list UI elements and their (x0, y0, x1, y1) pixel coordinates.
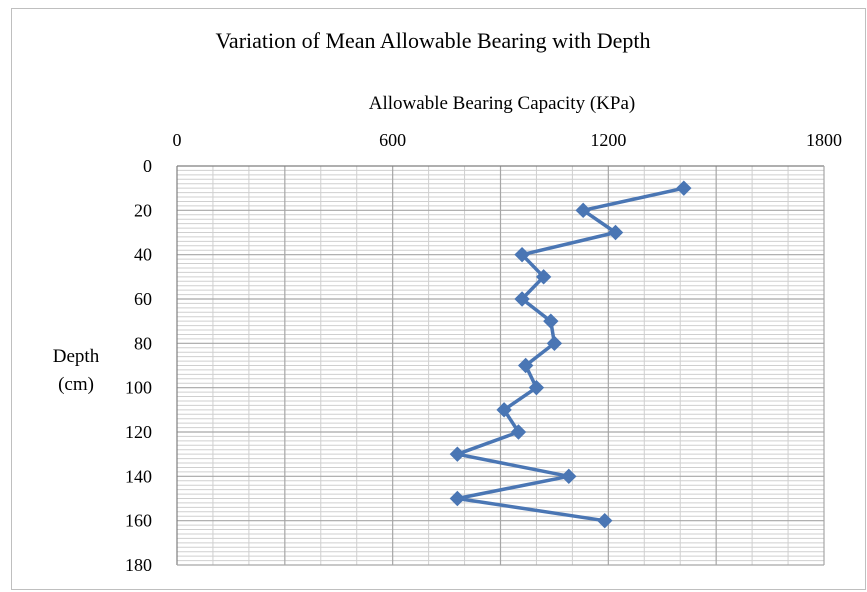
data-point-marker (528, 379, 545, 396)
y-axis-label-line2: (cm) (58, 374, 94, 395)
x-tick-label: 1800 (806, 130, 842, 150)
y-tick-label: 40 (134, 245, 152, 265)
data-point-marker (517, 357, 534, 374)
y-tick-label: 180 (125, 555, 152, 575)
y-tick-label: 100 (125, 378, 152, 398)
data-point-marker (561, 468, 577, 485)
y-tick-label: 160 (125, 511, 152, 531)
y-tick-label: 20 (134, 200, 152, 220)
x-tick-label: 0 (173, 130, 182, 150)
series-layer (449, 180, 692, 529)
chart-title: Variation of Mean Allowable Bearing with… (215, 28, 650, 53)
data-point-marker (449, 446, 466, 462)
y-tick-label: 60 (134, 289, 152, 309)
y-tick-label: 80 (134, 333, 152, 353)
x-tick-label: 1200 (590, 130, 626, 150)
data-point-marker (543, 313, 559, 329)
x-tick-label: 600 (379, 130, 406, 150)
data-point-marker (546, 335, 563, 352)
chart-frame (11, 8, 866, 590)
data-point-marker (510, 424, 527, 440)
data-point-marker (575, 202, 591, 219)
data-point-marker (496, 402, 512, 418)
x-axis-label: Allowable Bearing Capacity (KPa) (369, 93, 635, 114)
data-point-marker (514, 291, 530, 307)
data-point-marker (676, 180, 692, 196)
y-tick-label: 0 (143, 156, 152, 176)
series-line (455, 186, 685, 523)
grid-layer (176, 165, 825, 566)
data-point-marker (597, 512, 613, 529)
y-tick-label: 140 (125, 466, 152, 486)
data-point-marker (535, 269, 552, 285)
y-axis-label-line1: Depth (53, 346, 100, 367)
tick-labels: 0 600 1200 1800 0 20 40 60 80 100 120 140 160 180 (125, 130, 842, 575)
data-point-marker (449, 490, 466, 507)
data-point-marker (514, 246, 530, 263)
data-point-marker (607, 224, 624, 241)
y-tick-label: 120 (125, 422, 152, 442)
